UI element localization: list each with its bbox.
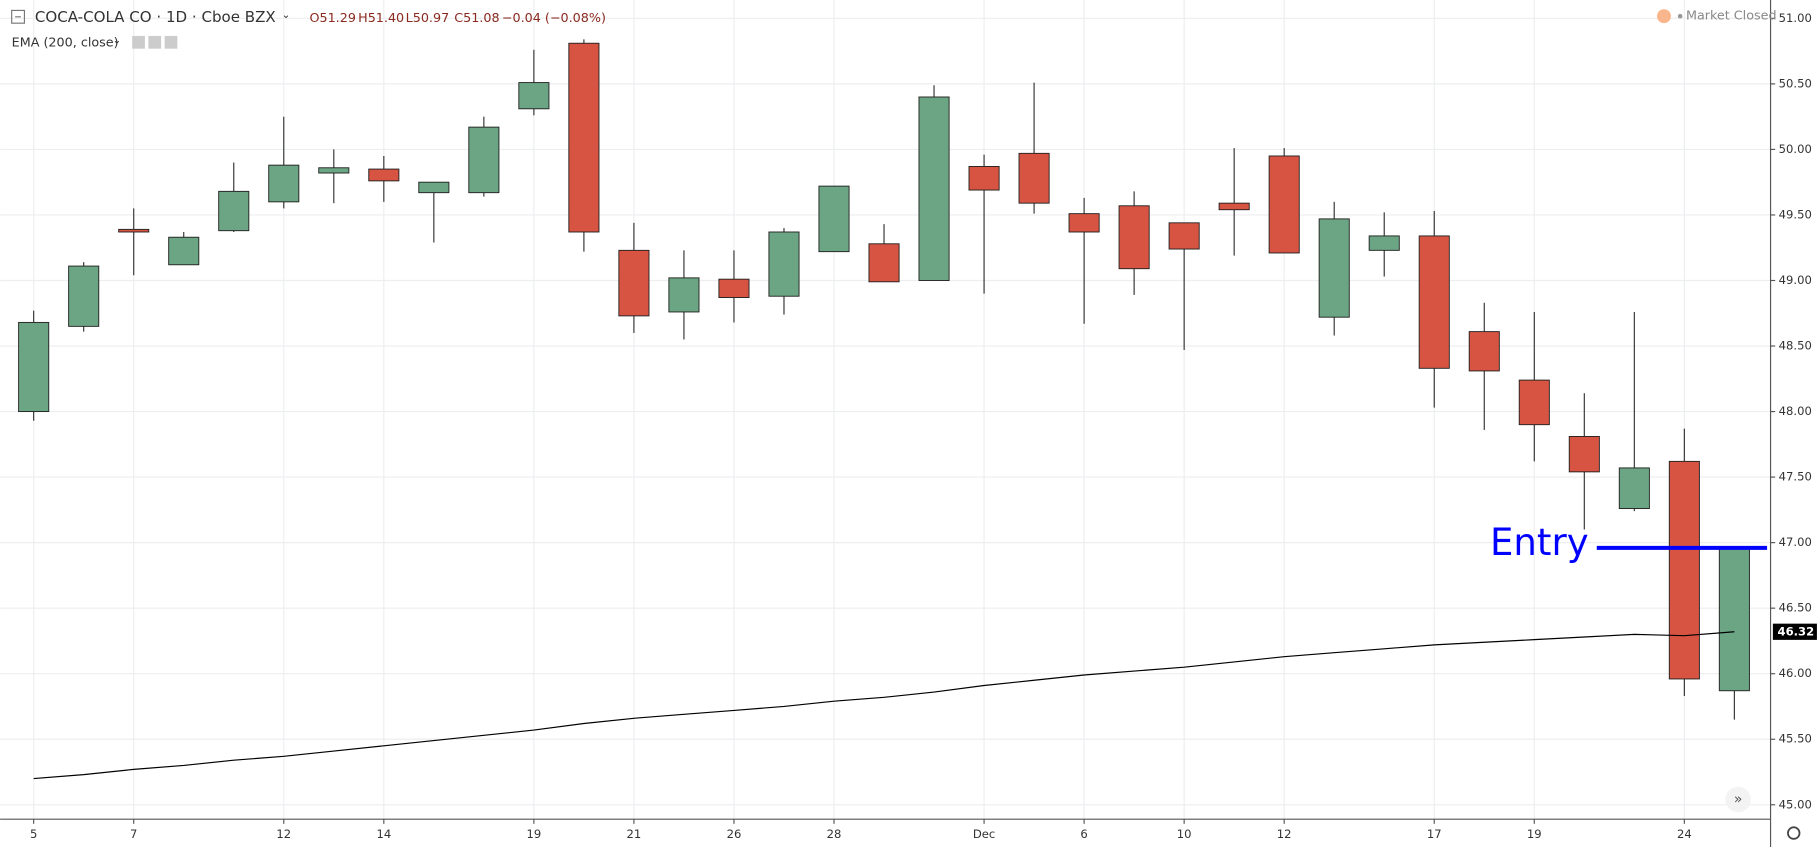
ohlc-value: L50.97 — [406, 11, 450, 26]
candle-body — [1268, 155, 1300, 254]
plot: Entry — [18, 39, 1768, 780]
y-tick-label: 48.50 — [1779, 339, 1812, 353]
candle-body — [1568, 436, 1600, 473]
y-tick-label: 49.00 — [1779, 273, 1812, 287]
candle-body — [1118, 205, 1150, 270]
y-tick-label: 46.50 — [1779, 601, 1812, 615]
x-tick-label: 28 — [827, 827, 842, 841]
candle-body — [468, 126, 500, 194]
x-tick-label: 10 — [1177, 827, 1192, 841]
candle-body — [1668, 460, 1700, 680]
candle-body — [918, 96, 950, 281]
x-tick-label: Dec — [973, 827, 995, 841]
scroll-icon: » — [1734, 791, 1743, 807]
y-tick-label: 49.50 — [1779, 207, 1812, 221]
x-tick-label: 19 — [527, 827, 542, 841]
candle-body — [1468, 331, 1500, 372]
candle-body — [1618, 467, 1650, 510]
candle-body — [368, 168, 400, 182]
status-dot — [1657, 9, 1671, 24]
y-tick-label: 50.50 — [1779, 76, 1812, 90]
candle-body — [1218, 202, 1250, 211]
candle-body — [1318, 218, 1350, 318]
y-tick-label: 47.00 — [1779, 535, 1812, 549]
ohlc-value: C51.08 — [454, 11, 499, 26]
candle-body — [118, 228, 150, 233]
status-bullet — [1677, 13, 1683, 19]
candle-body — [968, 165, 1000, 191]
ohlc-value: −0.04 (−0.08%) — [502, 11, 606, 26]
ema-line — [33, 631, 1735, 780]
settings-gear[interactable] — [1787, 826, 1801, 840]
x-tick-label: 12 — [1277, 827, 1292, 841]
market-status: Market Closed — [1686, 9, 1777, 24]
candle-body — [1168, 222, 1200, 250]
y-tick-label: 46.00 — [1779, 666, 1812, 680]
axes: 45.00 45.50 46.00 46.50 47.00 47.50 48.00 48.50… — [30, 11, 1817, 841]
x-tick-label: 7 — [130, 827, 137, 841]
remove-button[interactable] — [164, 35, 178, 49]
candle-body — [818, 185, 850, 253]
x-tick-label: 6 — [1080, 827, 1087, 841]
y-tick-label: 47.50 — [1779, 470, 1812, 484]
candle-body — [868, 243, 900, 283]
candle-body — [18, 321, 50, 413]
visibility-button[interactable] — [132, 35, 145, 49]
symbol-title[interactable]: COCA-COLA CO · 1D · Cboe BZX — [35, 8, 276, 26]
entry-label: Entry — [1490, 521, 1589, 564]
scroll-button[interactable] — [1725, 786, 1751, 813]
candle-body — [1718, 547, 1750, 692]
candle-body — [1018, 152, 1050, 204]
indicator-label[interactable]: EMA (200, close) — [12, 35, 119, 50]
candle-body — [768, 231, 800, 297]
last-price-box — [1772, 623, 1817, 640]
candle-body — [518, 82, 550, 110]
grid — [0, 0, 1771, 820]
last-price-label: 46.32 — [1778, 624, 1815, 638]
candle-body — [568, 42, 600, 233]
x-tick-label: 12 — [276, 827, 291, 841]
candle-body — [68, 265, 100, 327]
candle-body — [718, 278, 750, 298]
x-tick-label: 5 — [30, 827, 37, 841]
candle-body — [318, 167, 350, 174]
candle-body — [668, 277, 700, 313]
candle-body — [418, 181, 450, 194]
x-tick-label: 19 — [1527, 827, 1542, 841]
y-tick-label: 50.00 — [1779, 142, 1812, 156]
x-tick-label: 24 — [1677, 827, 1692, 841]
candle-body — [618, 249, 650, 317]
dropdown-caret[interactable]: ⌄ — [112, 35, 121, 47]
collapse-button[interactable] — [11, 9, 26, 24]
x-tick-label: 14 — [376, 827, 391, 841]
candle-body — [1068, 213, 1100, 233]
y-tick-label: 45.00 — [1779, 797, 1812, 811]
ohlc-values: O51.29 H51.40 L50.97 C51.08 −0.04 (−0.08%) — [309, 11, 605, 26]
x-tick-label: 17 — [1427, 827, 1442, 841]
ohlc-value: H51.40 — [358, 11, 404, 26]
y-tick-label: 45.50 — [1779, 732, 1812, 746]
candle-body — [1518, 379, 1550, 426]
candle-body — [1368, 235, 1400, 251]
candle-body — [168, 236, 200, 266]
candle-body — [268, 164, 300, 203]
dropdown-caret[interactable]: ⌄ — [282, 9, 291, 21]
x-tick-label: 26 — [727, 827, 742, 841]
settings-button[interactable] — [148, 35, 162, 49]
y-tick-label: 51.00 — [1779, 11, 1812, 25]
candle-body — [218, 190, 250, 232]
ohlc-value: O51.29 — [309, 11, 355, 26]
x-tick-label: 21 — [627, 827, 642, 841]
candle-body — [1418, 235, 1450, 369]
y-tick-label: 48.00 — [1779, 404, 1812, 418]
